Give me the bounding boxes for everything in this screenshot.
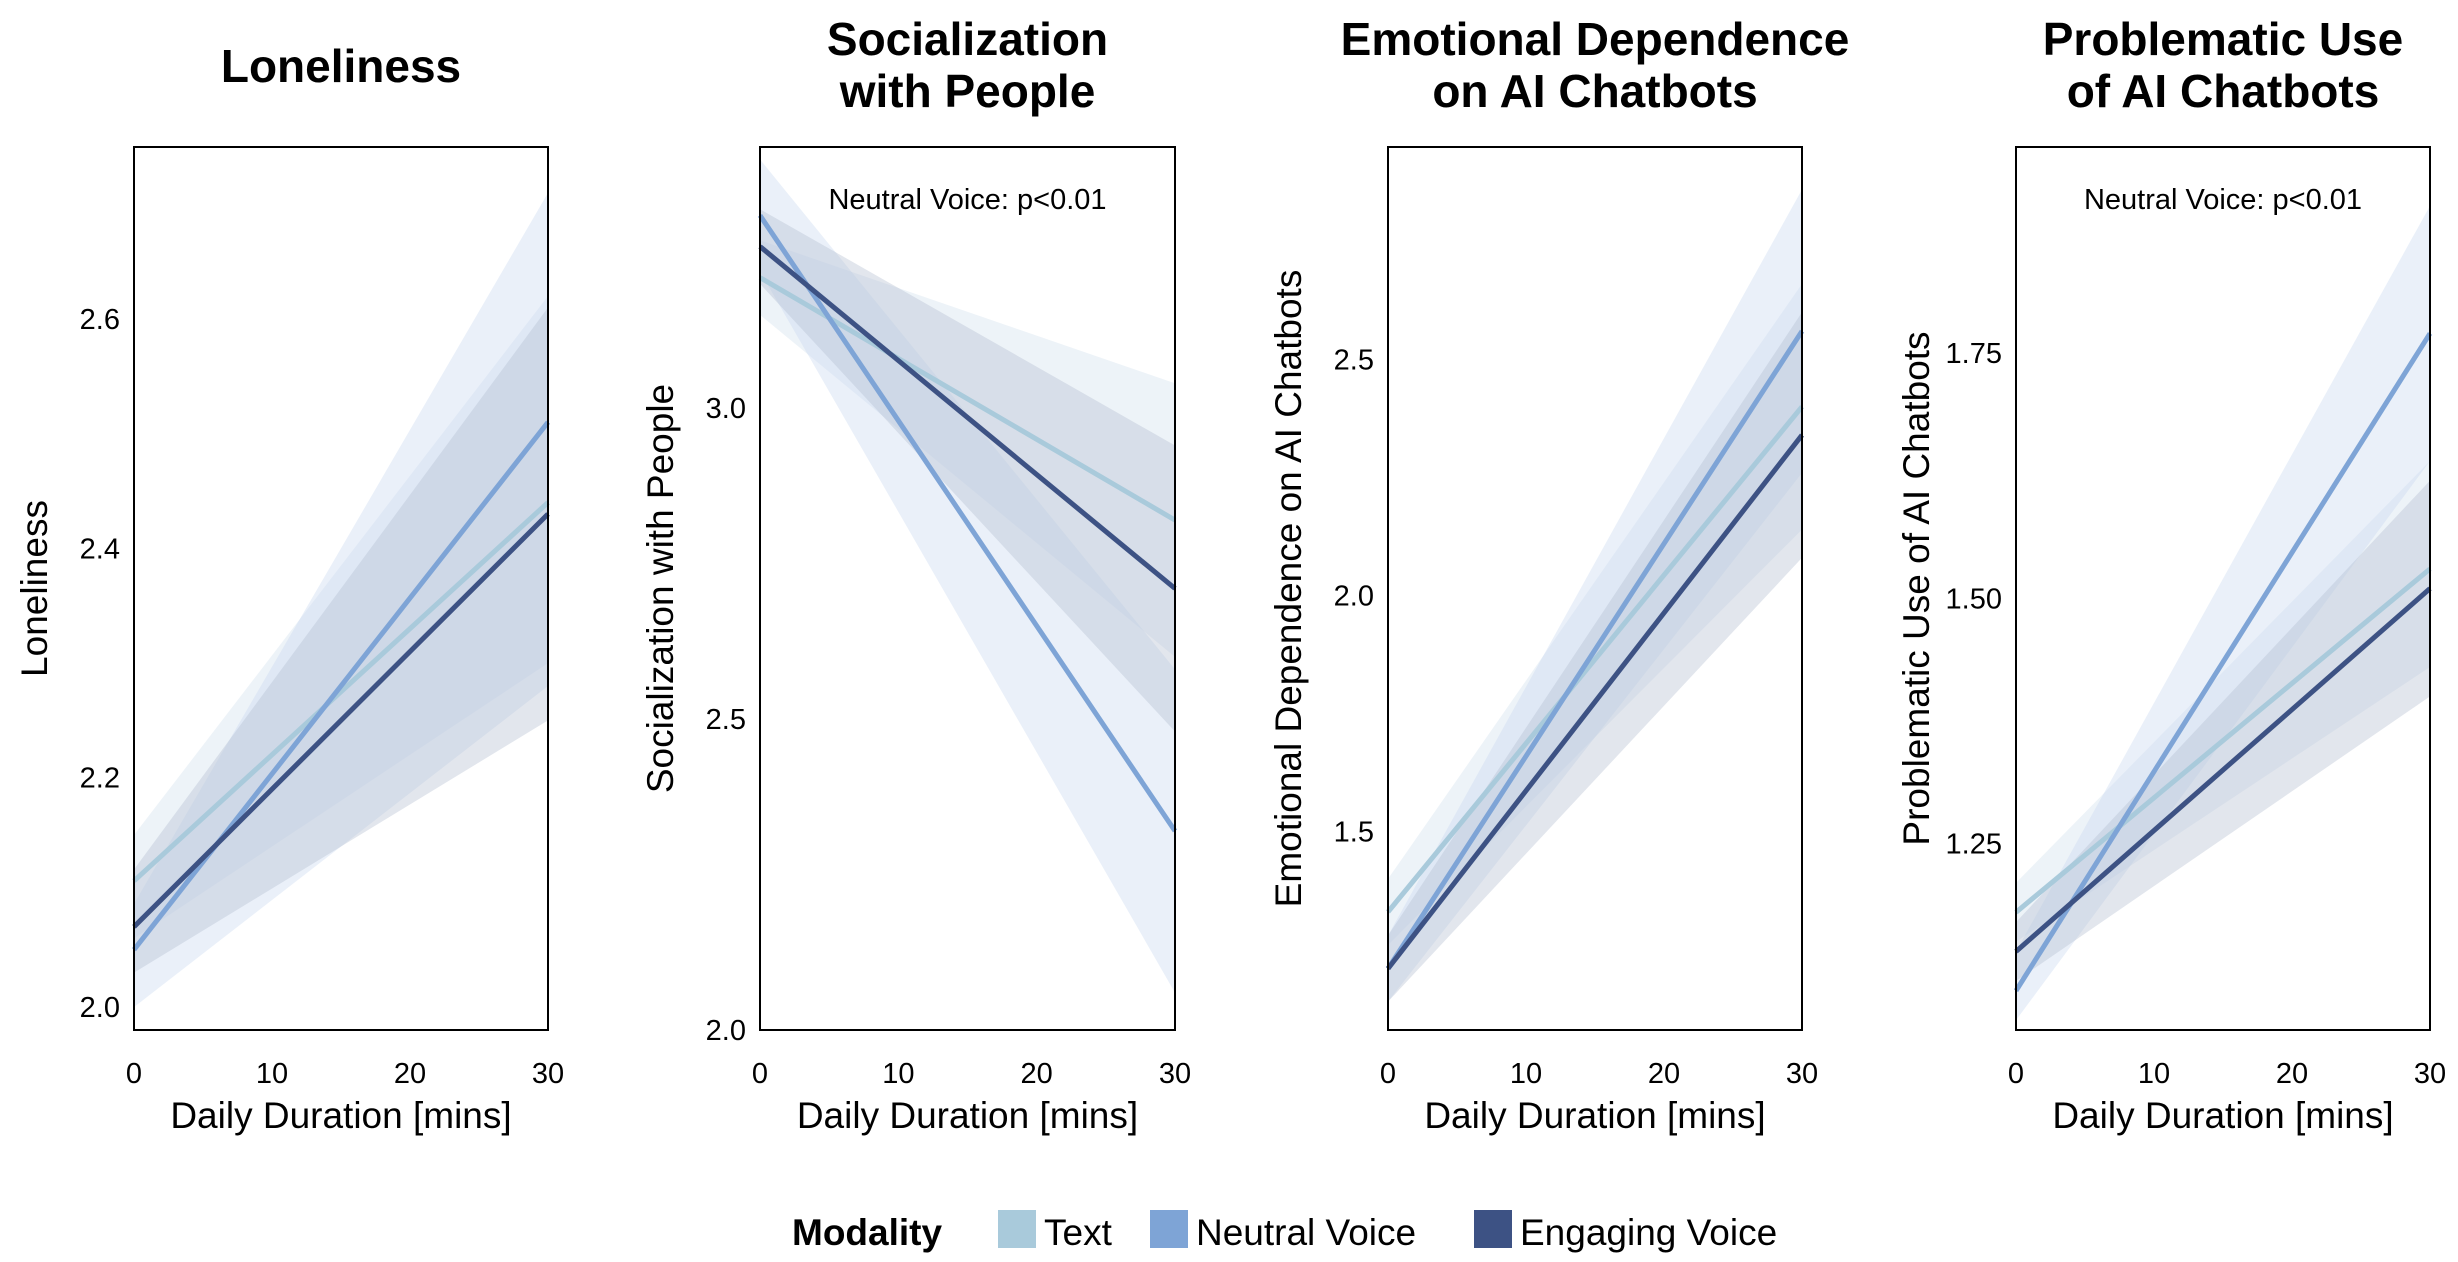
panel-title-line: on AI Chatbots [1432, 65, 1757, 117]
series-line-neutral-voice [132, 420, 550, 952]
series-line-engaging-voice [1386, 433, 1804, 971]
x-tick-label: 0 [1380, 1058, 1396, 1090]
y-tick-label: 2.4 [80, 533, 120, 565]
y-tick-label: 2.5 [706, 704, 746, 736]
y-tick-label: 3.0 [706, 393, 746, 425]
confidence-band-neutral-voice [2016, 205, 2430, 1021]
panels: Loneliness 2.0 2.2 2.4 2.6 0 10 20 30 Daily Durat… [14, 13, 2446, 1136]
y-tick-label: 1.25 [1946, 829, 2002, 861]
y-tick-label: 2.2 [80, 763, 120, 795]
panel-title-line: of AI Chatbots [2067, 65, 2380, 117]
legend: Modality Text Neutral Voice Engaging Voi… [792, 1210, 1777, 1253]
confidence-band-text [2016, 460, 2430, 942]
x-tick-label: 10 [2138, 1058, 2170, 1090]
x-tick-label: 10 [882, 1058, 914, 1090]
x-tick-label: 0 [126, 1058, 142, 1090]
x-tick-label: 30 [1786, 1058, 1818, 1090]
y-tick-label: 2.0 [706, 1015, 746, 1047]
y-axis-label: Loneliness [14, 500, 55, 677]
series-line-engaging-voice [2014, 586, 2432, 954]
legend-label-engaging-voice: Engaging Voice [1520, 1212, 1777, 1253]
x-axis-label: Daily Duration [mins] [1424, 1095, 1765, 1136]
x-tick-label: 10 [1510, 1058, 1542, 1090]
y-tick-label: 2.0 [80, 992, 120, 1024]
y-axis-label: Problematic Use of AI Chatbots [1896, 331, 1937, 845]
panel-title-line: Problematic Use [2043, 13, 2403, 65]
panel-title-line: Emotional Dependence [1341, 13, 1850, 65]
significance-annotation: Neutral Voice: p<0.01 [828, 184, 1106, 216]
x-tick-label: 30 [1159, 1058, 1191, 1090]
panel-title-line: with People [839, 65, 1096, 117]
confidence-band-neutral-voice [134, 192, 548, 1008]
x-tick-label: 30 [2414, 1058, 2446, 1090]
x-tick-label: 10 [256, 1058, 288, 1090]
series-line-text [132, 500, 550, 883]
plot-frame [759, 146, 1176, 1031]
panel-title-line: Loneliness [221, 40, 461, 92]
x-axis-label: Daily Duration [mins] [170, 1095, 511, 1136]
series-line-engaging-voice [758, 244, 1177, 591]
x-tick-label: 20 [1648, 1058, 1680, 1090]
series-line-text [2014, 566, 2432, 915]
confidence-band-neutral-voice [1388, 189, 1802, 1002]
y-tick-label: 1.75 [1946, 338, 2002, 370]
x-tick-label: 0 [752, 1058, 768, 1090]
confidence-band-engaging-voice [134, 307, 548, 973]
series-line-neutral-voice [757, 214, 1178, 833]
y-axis-label: Socialization with People [640, 384, 681, 793]
confidence-band-text [1388, 283, 1802, 946]
x-tick-label: 20 [394, 1058, 426, 1090]
y-tick-label: 2.5 [1334, 344, 1374, 376]
legend-swatch-text [998, 1210, 1036, 1248]
x-axis-label: Daily Duration [mins] [2052, 1095, 2393, 1136]
legend-swatch-neutral-voice [1150, 1210, 1188, 1248]
legend-label-text: Text [1044, 1212, 1113, 1253]
y-tick-label: 2.6 [80, 304, 120, 336]
y-tick-label: 1.5 [1334, 817, 1374, 849]
legend-label-neutral-voice: Neutral Voice [1196, 1212, 1416, 1253]
legend-swatch-engaging-voice [1474, 1210, 1512, 1248]
x-tick-label: 20 [2276, 1058, 2308, 1090]
confidence-band-text [760, 240, 1175, 657]
series-line-text [1386, 405, 1804, 914]
x-axis-label: Daily Duration [mins] [797, 1095, 1138, 1136]
y-axis-label: Emotional Dependence on AI Chatbots [1268, 270, 1309, 908]
x-tick-label: 0 [2008, 1058, 2024, 1090]
confidence-band-text [134, 296, 548, 939]
x-tick-label: 20 [1021, 1058, 1053, 1090]
series-line-neutral-voice [2013, 332, 2433, 993]
series-line-neutral-voice [1385, 329, 1805, 970]
series-line-engaging-voice [132, 512, 550, 929]
plot-frame [1387, 146, 1803, 1031]
x-tick-label: 30 [532, 1058, 564, 1090]
plot-frame [133, 146, 549, 1031]
panel-title-line: Socialization [827, 13, 1108, 65]
y-tick-label: 2.0 [1334, 581, 1374, 613]
confidence-band-engaging-voice [760, 209, 1175, 732]
y-tick-label: 1.50 [1946, 583, 2002, 615]
plot-frame [2015, 146, 2431, 1031]
significance-annotation: Neutral Voice: p<0.01 [2084, 184, 2362, 216]
confidence-band-engaging-voice [2016, 480, 2430, 981]
panel-loneliness: Loneliness 2.0 2.2 2.4 2.6 0 10 20 30 Daily Durat… [14, 40, 564, 1136]
legend-title: Modality [792, 1212, 942, 1253]
